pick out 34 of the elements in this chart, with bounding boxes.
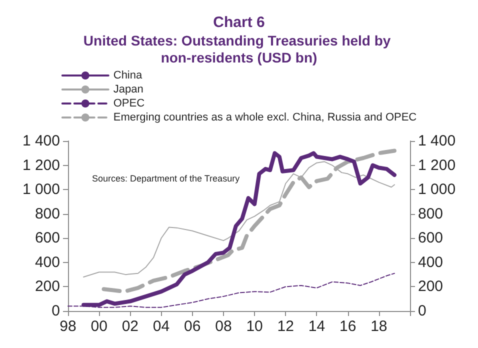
y2-tick-label: 1 400: [418, 132, 456, 150]
y-tick-label: 800: [34, 205, 60, 222]
y-tick-label: 1 400: [22, 132, 60, 150]
y2-tick-label: 800: [418, 205, 444, 222]
legend-label: OPEC: [113, 98, 145, 110]
chart-title: Chart 6: [213, 14, 265, 31]
legend-label: Emerging countries as a whole excl. China, Russia and OPEC: [113, 112, 417, 124]
x-tick-label: 16: [339, 318, 356, 335]
x-tick-label: 98: [60, 318, 76, 335]
y-tick-label: 600: [34, 230, 60, 247]
legend-label: China: [113, 70, 143, 82]
chart-subtitle: United States: Outstanding Treasuries held by non-residents (USD bn): [83, 32, 395, 66]
y2-tick-label: 400: [418, 254, 444, 271]
x-tick-label: 10: [246, 318, 263, 335]
annotation: Sources: Department of the Treasury: [92, 174, 240, 184]
x-tick-label: 06: [184, 318, 201, 335]
x-tick-label: 04: [152, 318, 170, 335]
y2-tick-label: 600: [418, 230, 444, 247]
x-tick-label: 00: [90, 318, 108, 335]
x-tick-label: 18: [370, 318, 388, 335]
y-tick-label: 1 000: [22, 181, 60, 198]
y-tick-label: 0: [52, 302, 60, 320]
x-tick-label: 08: [215, 318, 232, 335]
x-tick-label: 12: [277, 318, 294, 335]
legend-label: Japan: [113, 84, 144, 96]
y-tick-label: 200: [34, 278, 60, 296]
y-tick-label: 400: [34, 254, 60, 271]
y-tick-label: 1 200: [22, 156, 60, 174]
y2-tick-label: 200: [418, 278, 444, 296]
x-tick-label: 14: [308, 318, 326, 335]
y2-tick-label: 0: [418, 302, 426, 320]
y2-tick-label: 1 200: [418, 156, 456, 174]
y2-tick-label: 1 000: [418, 181, 456, 198]
x-tick-label: 02: [122, 318, 139, 335]
